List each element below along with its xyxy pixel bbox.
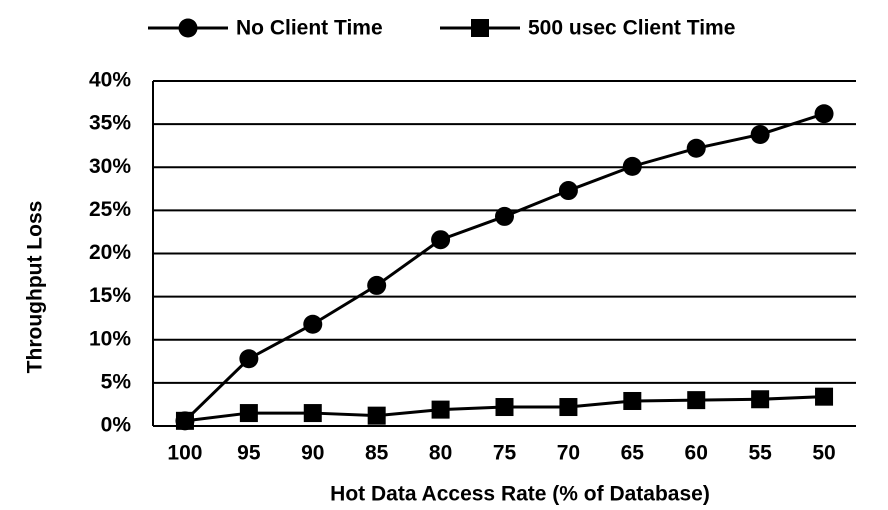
x-tick-label: 80: [429, 442, 452, 465]
x-tick-label: 65: [621, 442, 645, 465]
data-point: [367, 275, 387, 295]
legend-label: 500 usec Client Time: [528, 17, 735, 40]
data-point: [303, 404, 322, 423]
y-tick-label: 20%: [89, 241, 131, 264]
data-point: [495, 398, 514, 417]
x-tick-label: 60: [685, 442, 708, 465]
data-point: [303, 314, 323, 334]
data-point: [623, 391, 642, 410]
x-tick-label: 75: [493, 442, 517, 465]
data-point: [750, 124, 770, 144]
x-tick-label: 85: [365, 442, 389, 465]
y-tick-label: 10%: [89, 327, 131, 350]
legend-marker: [471, 19, 489, 37]
data-point: [367, 406, 386, 425]
x-tick-label: 55: [748, 442, 772, 465]
data-point: [687, 391, 706, 410]
data-point: [751, 390, 770, 409]
data-point: [239, 349, 259, 369]
x-axis-title: Hot Data Access Rate (% of Database): [330, 483, 710, 506]
y-tick-label: 15%: [89, 284, 131, 307]
data-point: [815, 387, 834, 406]
data-point: [431, 230, 451, 250]
series-line: [183, 112, 825, 422]
x-tick-label: 70: [557, 442, 580, 465]
data-point: [686, 138, 706, 158]
data-point: [558, 181, 578, 201]
data-point: [431, 400, 450, 419]
y-tick-label: 0%: [101, 414, 132, 437]
x-tick-label: 90: [301, 442, 324, 465]
y-tick-label: 30%: [89, 155, 131, 178]
y-tick-label: 25%: [89, 198, 131, 221]
y-tick-label: 5%: [101, 370, 132, 393]
data-point: [814, 104, 834, 124]
data-point: [239, 404, 258, 423]
data-point: [175, 411, 194, 430]
y-tick-label: 40%: [89, 69, 131, 92]
x-tick-label: 100: [167, 442, 202, 465]
y-tick-label: 35%: [89, 112, 131, 135]
y-axis-title: Throughput Loss: [24, 201, 47, 374]
x-tick-label: 95: [237, 442, 261, 465]
legend-marker: [178, 18, 198, 38]
x-tick-label: 50: [812, 442, 835, 465]
legend-label: No Client Time: [236, 17, 383, 40]
data-point: [559, 398, 578, 417]
data-point: [622, 156, 642, 176]
data-point: [495, 206, 514, 226]
